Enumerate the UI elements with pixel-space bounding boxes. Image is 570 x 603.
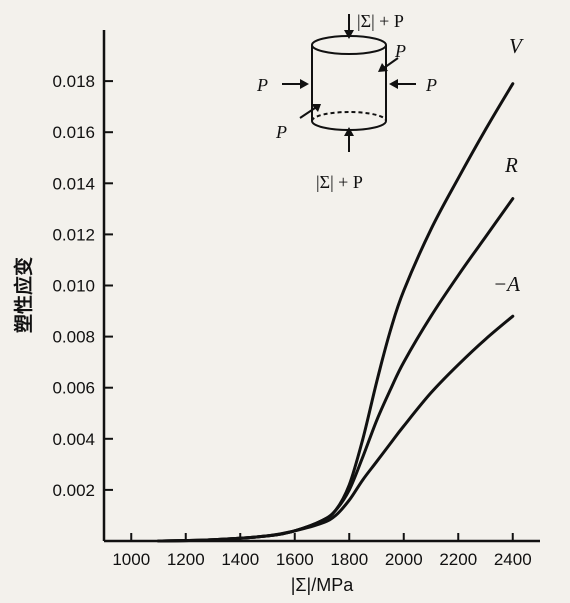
- inset-side-label-bottom-left: P: [275, 122, 287, 142]
- y-tick-label: 0.016: [52, 123, 95, 142]
- cylinder-icon: [312, 36, 386, 130]
- inset-top-load-label: |Σ| + P: [357, 11, 404, 31]
- x-tick-label: 2200: [439, 550, 477, 569]
- x-tick-label: 1200: [167, 550, 205, 569]
- y-tick-label: 0.010: [52, 277, 95, 296]
- y-tick-label: 0.002: [52, 481, 95, 500]
- x-tick-label: 1000: [112, 550, 150, 569]
- series-line-v: [159, 84, 513, 541]
- series-label-r: R: [504, 153, 518, 177]
- inset-bottom-load-label: |Σ| + P: [316, 172, 363, 192]
- x-tick-label: 2000: [385, 550, 423, 569]
- series-label-v: V: [509, 34, 524, 58]
- series-line-a: [159, 316, 513, 541]
- x-tick-label: 1600: [276, 550, 314, 569]
- inset-side-label-left: P: [256, 75, 268, 95]
- x-tick-label: 1800: [330, 550, 368, 569]
- x-axis-title: |Σ|/MPa: [291, 575, 354, 595]
- y-tick-label: 0.008: [52, 328, 95, 347]
- series-line-r: [159, 199, 513, 541]
- x-tick-label: 2400: [494, 550, 532, 569]
- x-axis-ticks: 1000 1200 1400 1600 1800 2000 2200 2400: [112, 533, 531, 569]
- inset-side-label-top-right: P: [394, 41, 406, 61]
- y-tick-label: 0.012: [52, 225, 95, 244]
- series-lines: [159, 84, 513, 541]
- y-tick-label: 0.018: [52, 72, 95, 91]
- load-arrows-icon: [282, 14, 416, 152]
- y-tick-label: 0.014: [52, 174, 95, 193]
- y-tick-label: 0.004: [52, 430, 95, 449]
- inset-side-label-right: P: [425, 75, 437, 95]
- y-tick-label: 0.006: [52, 379, 95, 398]
- series-label-a: −A: [493, 272, 520, 296]
- cylinder-inset: |Σ| + P |Σ| + P P P P P: [256, 11, 437, 192]
- y-axis-title: 塑性应变: [12, 257, 35, 333]
- x-tick-label: 1400: [221, 550, 259, 569]
